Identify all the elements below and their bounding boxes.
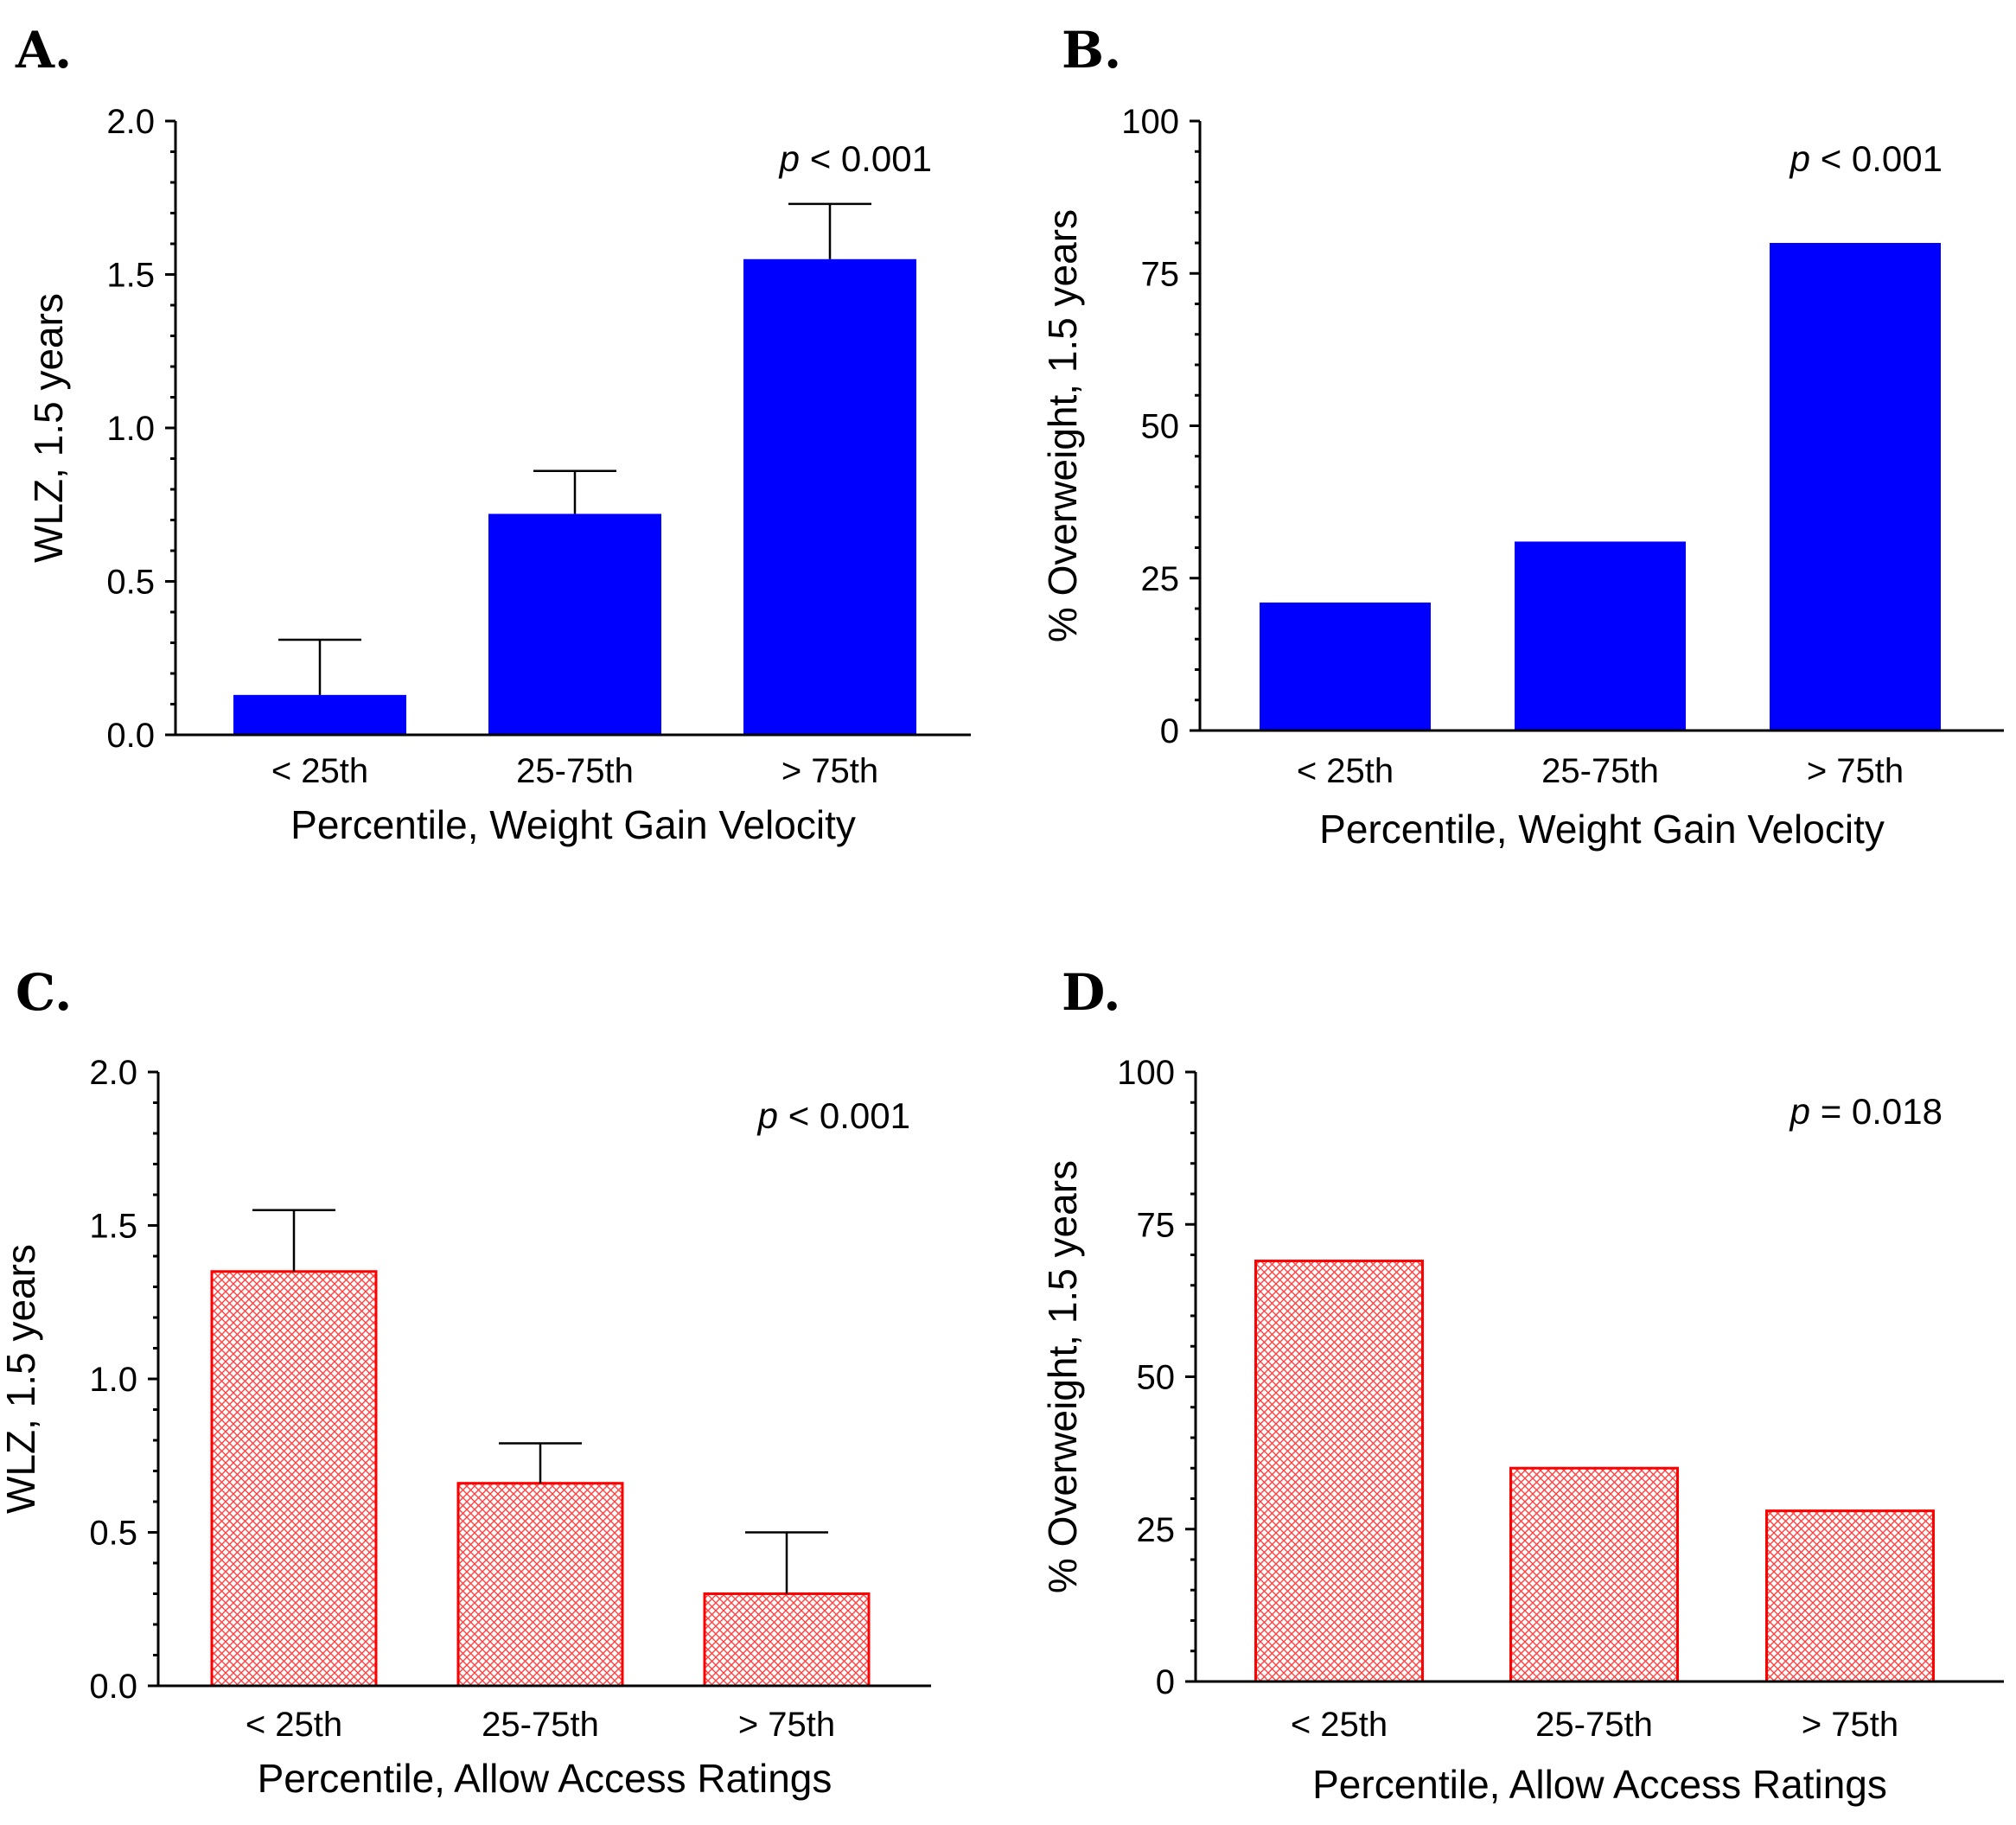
bar-1 — [1254, 1260, 1424, 1683]
y-tick-label: 25 — [1137, 1511, 1176, 1549]
y-tick-label: 0 — [1160, 712, 1179, 750]
x-tick-label: > 75th — [1802, 1706, 1898, 1744]
panel-label: B. — [1062, 21, 1121, 80]
y-tick-label: 0.5 — [106, 564, 155, 602]
x-axis-title: Percentile, Allow Access Ratings — [258, 1756, 833, 1801]
x-tick-label: < 25th — [246, 1706, 342, 1744]
x-tick-label: > 75th — [738, 1706, 835, 1744]
y-tick-label: 50 — [1137, 1359, 1176, 1397]
bar-2 — [1509, 1466, 1679, 1683]
panel-b: B. < 25th 25-75th > 75th 0 25 50 75 100 % Overwei… — [1040, 21, 2004, 852]
bar-1 — [233, 694, 406, 735]
x-axis-title: Percentile, Weight Gain Velocity — [290, 802, 856, 847]
y-axis-title: WLZ, 1.5 years — [26, 293, 71, 563]
y-tick-label: 2.0 — [106, 103, 155, 141]
bar-3 — [743, 258, 916, 735]
p-value-annotation: p < 0.001 — [778, 138, 932, 179]
y-tick-label: 2.0 — [89, 1054, 137, 1092]
p-value-annotation: p < 0.001 — [1789, 138, 1943, 179]
y-tick-label: 1.5 — [89, 1208, 137, 1246]
panel-label: A. — [15, 21, 72, 80]
bar-2 — [1515, 541, 1686, 731]
panel-d: D. < 25th 25-75th > 75th 0 25 50 75 100 % Overwei… — [1040, 963, 2004, 1807]
x-tick-label: > 75th — [782, 752, 878, 790]
x-tick-label: < 25th — [271, 752, 368, 790]
panel-label: C. — [16, 963, 72, 1022]
y-tick-label: 0.5 — [89, 1515, 137, 1553]
y-tick-label: 100 — [1117, 1054, 1175, 1092]
x-axis-title: Percentile, Allow Access Ratings — [1312, 1762, 1887, 1807]
y-tick-label: 0.0 — [89, 1668, 137, 1706]
y-tick-label: 1.0 — [106, 410, 155, 448]
y-axis-title: WLZ, 1.5 years — [0, 1244, 43, 1514]
bar-1 — [210, 1270, 378, 1688]
x-tick-label: 25-75th — [516, 752, 634, 790]
bar-1 — [1260, 602, 1431, 731]
y-tick-label: 75 — [1137, 1206, 1176, 1244]
x-tick-label: 25-75th — [1535, 1706, 1653, 1744]
bar-3 — [703, 1592, 871, 1688]
panel-label: D. — [1062, 963, 1120, 1022]
panel-c: C. < 25th 25-75th > 75th 0.0 0.5 1.0 1.5 2.0 WLZ,… — [0, 963, 931, 1801]
x-tick-label: 25-75th — [1541, 752, 1659, 790]
x-axis-title: Percentile, Weight Gain Velocity — [1319, 807, 1885, 852]
y-tick-label: 0 — [1156, 1663, 1175, 1701]
p-value-annotation: p < 0.001 — [756, 1095, 910, 1136]
y-axis-title: % Overweight, 1.5 years — [1040, 209, 1085, 642]
bar-3 — [1765, 1509, 1935, 1683]
bar-2 — [456, 1482, 624, 1688]
y-tick-label: 0.0 — [106, 717, 155, 755]
y-tick-label: 75 — [1141, 255, 1180, 293]
x-tick-label: < 25th — [1297, 752, 1394, 790]
y-tick-label: 100 — [1121, 103, 1179, 141]
y-tick-label: 1.0 — [89, 1361, 137, 1399]
x-tick-label: < 25th — [1291, 1706, 1388, 1744]
panel-a: A. < 25th 25-75th > 75th 0.0 0.5 1.0 1.5 2.0 WLZ,… — [15, 21, 971, 847]
bar-3 — [1770, 243, 1941, 731]
y-axis-title: % Overweight, 1.5 years — [1040, 1160, 1085, 1593]
p-value-annotation: p = 0.018 — [1789, 1091, 1943, 1132]
y-tick-label: 25 — [1141, 560, 1180, 598]
x-tick-label: > 75th — [1807, 752, 1904, 790]
x-tick-label: 25-75th — [482, 1706, 599, 1744]
y-tick-label: 1.5 — [106, 257, 155, 295]
bar-2 — [488, 514, 661, 735]
y-tick-label: 50 — [1141, 408, 1180, 446]
